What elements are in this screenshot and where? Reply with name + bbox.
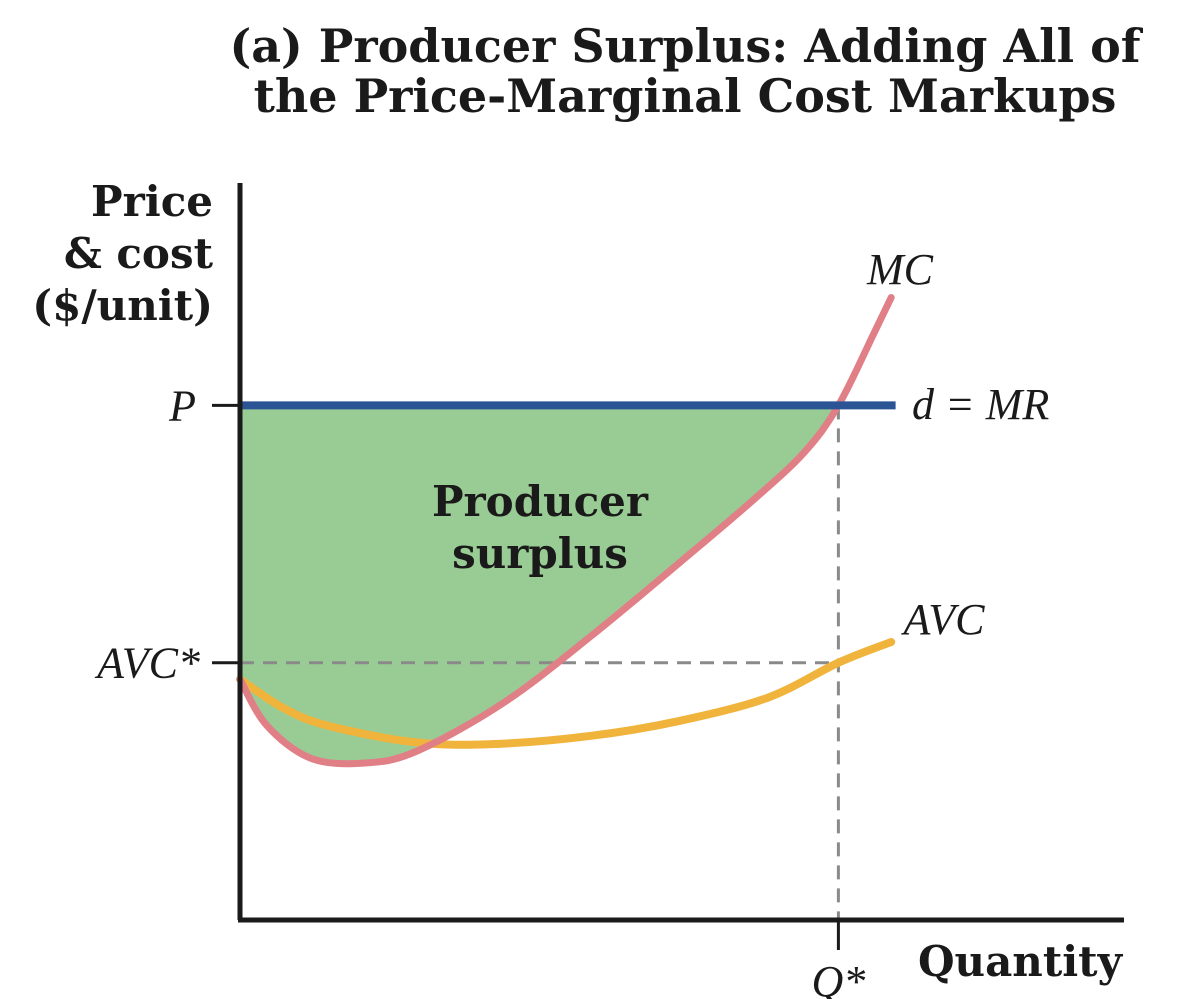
producer-surplus-label-line-1: Producer	[432, 477, 649, 526]
series-avc-curve	[236, 638, 896, 749]
y-axis-label-line-3: ($/unit)	[32, 281, 213, 330]
series-label-d-mr: d = MR	[912, 380, 1049, 429]
producer-surplus-area	[240, 405, 839, 764]
y-axis-label-line-2: & cost	[64, 229, 214, 278]
chart-title-line-2: the Price-Marginal Cost Markups	[254, 69, 1117, 123]
y-tick-label-p: P	[168, 381, 196, 430]
x-axis-label: Quantity	[918, 937, 1124, 986]
chart-title-line-1: (a) Producer Surplus: Adding All of	[229, 19, 1143, 73]
y-tick-label-avc-star: AVC*	[94, 639, 200, 688]
series-label-mc: MC	[866, 245, 934, 294]
series-label-avc: AVC	[901, 595, 986, 644]
producer-surplus-label-line-2: surplus	[452, 529, 628, 578]
x-tick-label-q-star: Q*	[812, 957, 866, 999]
y-axis-label-line-1: Price	[91, 177, 213, 226]
